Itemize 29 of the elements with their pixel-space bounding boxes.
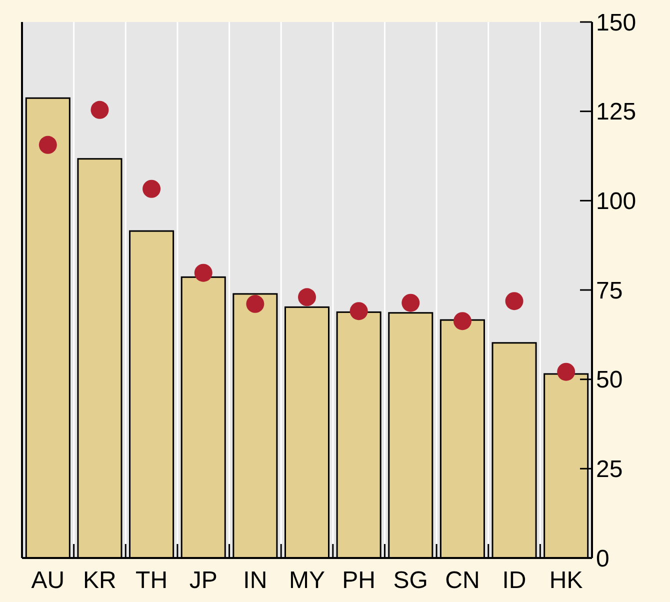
y-tick-label: 50	[596, 366, 623, 394]
x-tick-label: PH	[342, 567, 376, 594]
point	[505, 292, 524, 310]
point	[90, 100, 109, 119]
x-tick-label: JP	[189, 567, 218, 594]
x-tick-label: TH	[136, 567, 168, 594]
point	[453, 312, 472, 330]
point	[350, 302, 368, 320]
y-tick-label: 100	[596, 188, 636, 216]
x-tick-label: IN	[243, 567, 268, 594]
point	[246, 294, 264, 313]
point	[557, 362, 576, 381]
y-tick-label: 150	[596, 9, 636, 36]
x-tick-label: HK	[549, 567, 583, 594]
point	[194, 264, 212, 282]
y-tick-label: 125	[596, 98, 636, 126]
y-tick-label: 75	[596, 277, 623, 304]
point	[142, 180, 161, 198]
point	[402, 294, 420, 312]
point	[38, 136, 57, 154]
x-tick-label: AU	[31, 567, 65, 594]
y-tick-label: 0	[596, 545, 610, 572]
x-tick-label: ID	[502, 567, 526, 594]
x-tick-label: MY	[289, 567, 325, 594]
point	[298, 288, 316, 306]
x-tick-label: SG	[393, 567, 428, 594]
x-tick-label: CN	[445, 567, 480, 594]
x-tick-label: KR	[83, 567, 116, 594]
y-tick-label: 25	[596, 456, 623, 484]
